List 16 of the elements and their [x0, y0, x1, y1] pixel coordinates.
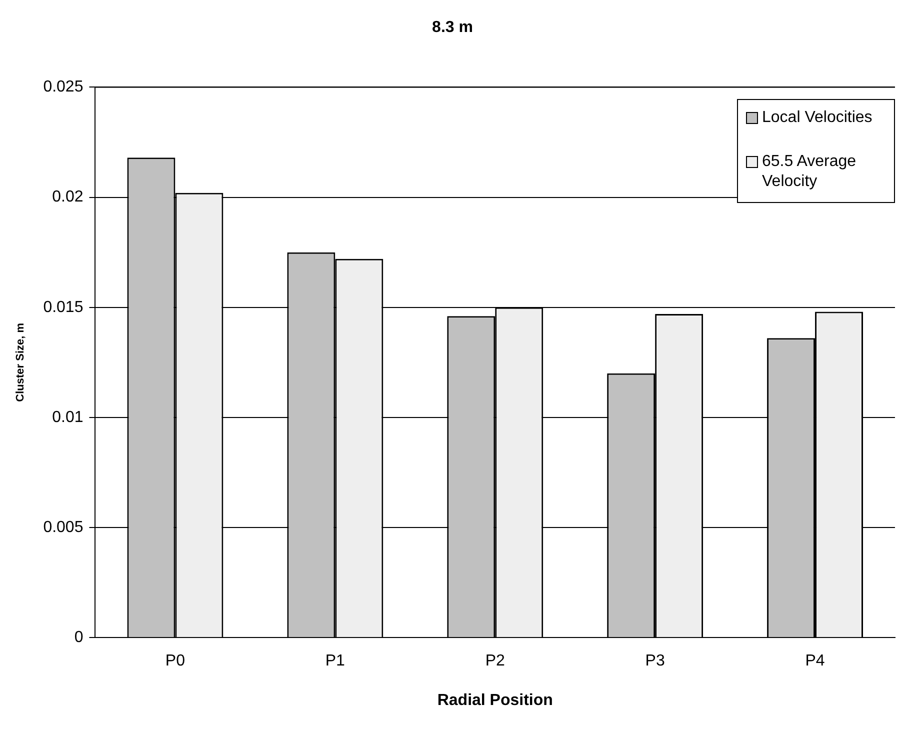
chart-title: 8.3 m [432, 19, 473, 36]
x-tick-label: P4 [805, 652, 825, 670]
x-tick-label: P1 [325, 652, 346, 670]
y-tick-label: 0.02 [52, 188, 84, 206]
x-tick-label: P3 [645, 652, 665, 670]
y-axis-title: Cluster Size, m [14, 322, 27, 402]
legend-label: 65.5 Average Velocity [762, 152, 858, 192]
y-tick-label: 0.025 [43, 78, 84, 96]
y-tick-label: 0.01 [52, 408, 84, 426]
legend-label: Local Velocities [762, 108, 872, 128]
y-tick-label: 0.015 [43, 298, 84, 316]
y-tick-label: 0.005 [43, 518, 84, 536]
x-tick-label: P0 [165, 652, 186, 670]
x-axis-title: Radial Position [437, 692, 553, 709]
x-tick-label: P2 [485, 652, 505, 670]
y-tick-label: 0 [74, 629, 84, 646]
